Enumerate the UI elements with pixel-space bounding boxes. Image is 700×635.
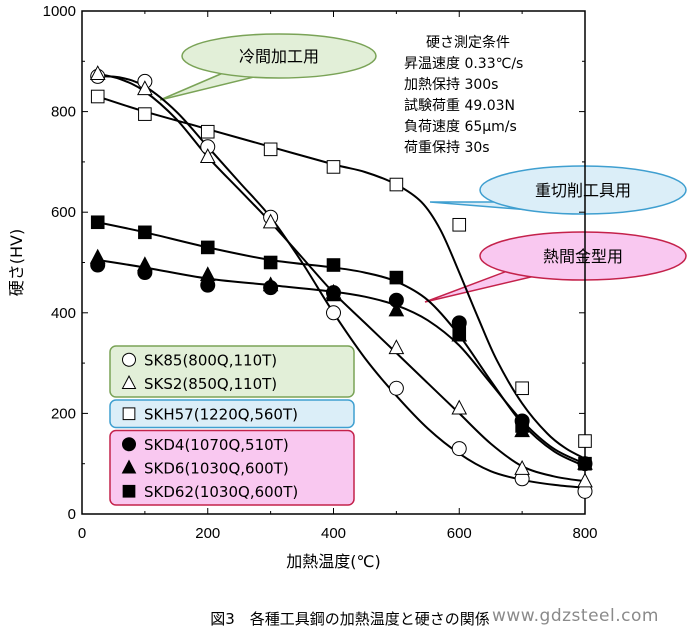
axis-ticks: 0 200 400 600 800 0 200 400 600 800 1000 — [43, 3, 598, 542]
condition-line: 荷重保持 30s — [404, 140, 490, 156]
callout-bubble-fill — [183, 35, 375, 77]
hardness-chart: 0 200 400 600 800 0 200 400 600 800 1000 SK85(800Q… — [7, 3, 687, 571]
data-point — [138, 107, 152, 121]
callout-label: 熱間金型用 — [543, 247, 623, 266]
legend-label: SKS2(850Q,110T) — [144, 375, 277, 393]
x-tick-label: 400 — [321, 525, 346, 542]
legend-group-box — [109, 399, 355, 429]
data-point — [515, 419, 529, 433]
data-point — [578, 434, 592, 448]
callout-label: 冷間加工用 — [239, 47, 319, 66]
legend-group-box — [109, 345, 355, 398]
legend-label: SKH57(1220Q,560T) — [144, 405, 298, 423]
data-point — [325, 286, 342, 302]
data-point — [452, 326, 467, 340]
condition-line: 負荷速度 65μm/s — [404, 119, 517, 135]
data-point — [262, 276, 279, 292]
data-point — [451, 399, 468, 415]
legend-label: SKD6(1030Q,600T) — [144, 459, 289, 477]
data-point — [326, 258, 341, 272]
legend-label: SKD62(1030Q,600T) — [144, 483, 298, 501]
x-tick-label: 800 — [572, 525, 597, 542]
x-axis-label: 加熱温度(℃) — [286, 552, 380, 571]
data-point — [138, 225, 152, 240]
legend-marker — [122, 407, 136, 421]
legend-marker — [122, 437, 136, 452]
x-tick-label: 600 — [447, 525, 472, 542]
legend-marker — [122, 352, 136, 367]
x-tick-label: 0 — [78, 525, 86, 542]
y-axis-label: 硬さ(HV) — [7, 229, 26, 296]
data-point — [199, 266, 216, 282]
data-point — [514, 459, 530, 475]
data-point — [388, 339, 405, 355]
y-tick-label: 200 — [51, 405, 76, 422]
y-tick-label: 400 — [51, 305, 76, 322]
data-point — [389, 177, 404, 192]
y-tick-label: 0 — [68, 506, 76, 523]
data-point — [326, 160, 341, 174]
data-point — [199, 148, 216, 163]
condition-line: 加熱保持 300s — [404, 77, 498, 93]
data-point — [137, 80, 153, 96]
data-point — [263, 142, 278, 157]
data-point — [388, 380, 404, 396]
y-tick-label: 1000 — [43, 3, 76, 20]
data-point — [90, 89, 105, 104]
legend: SK85(800Q,110T) SKS2(850Q,110T) SKH57(1220… — [109, 345, 355, 506]
legend-marker — [122, 484, 136, 498]
data-point — [515, 381, 529, 396]
data-point — [200, 124, 215, 139]
data-point — [89, 65, 106, 80]
callout-bubble-fill — [481, 167, 685, 213]
data-point — [389, 270, 404, 285]
legend-marker — [121, 459, 137, 474]
legend-marker — [121, 375, 137, 389]
data-point — [263, 255, 278, 270]
legend-label: SK85(800Q,110T) — [144, 351, 277, 369]
data-point — [200, 240, 215, 255]
data-point — [577, 472, 593, 488]
callouts — [159, 33, 687, 303]
y-tick-label: 800 — [51, 104, 76, 121]
condition-line: 硬さ測定条件 — [426, 34, 510, 51]
watermark: www.gdzsteel.com — [492, 606, 659, 626]
legend-label: SKD4(1070Q,510T) — [144, 436, 289, 454]
condition-line: 試験荷重 49.03N — [404, 98, 515, 114]
data-point — [90, 215, 105, 230]
data-point — [137, 256, 153, 272]
data-point — [326, 305, 341, 321]
data-point — [578, 456, 592, 471]
data-point — [262, 213, 279, 229]
data-point — [89, 248, 106, 264]
legend-group-box — [109, 429, 355, 506]
data-point — [388, 301, 405, 317]
data-point — [452, 217, 467, 232]
data-markers — [89, 65, 593, 499]
data-point — [451, 441, 467, 457]
figure-caption: 図3 各種工具鋼の加熱温度と硬さの関係 — [210, 610, 490, 628]
x-tick-label: 200 — [195, 525, 220, 542]
y-tick-label: 600 — [51, 204, 76, 221]
fit-curve — [97, 95, 586, 460]
callout-label: 重切削工具用 — [535, 181, 631, 200]
condition-line: 昇温速度 0.33℃/s — [404, 56, 523, 72]
callout-bubble-fill — [481, 233, 685, 279]
